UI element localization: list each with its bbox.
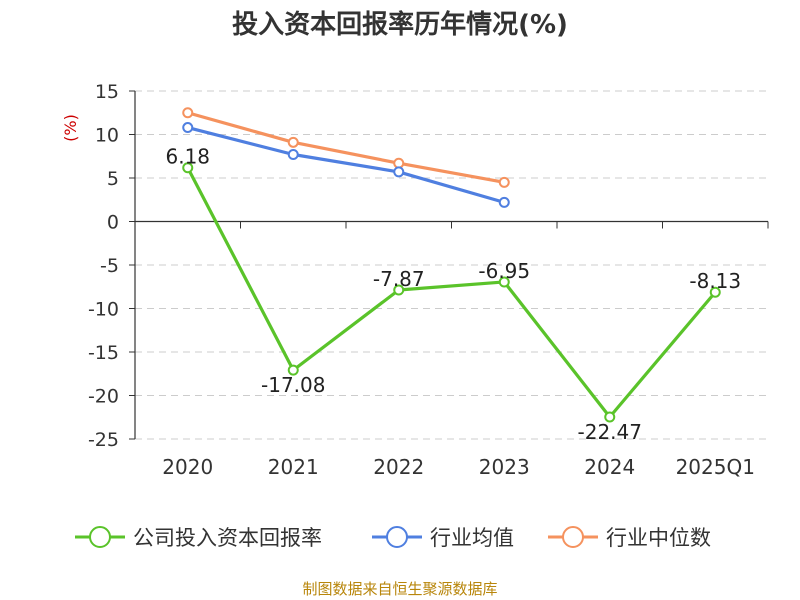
- y-axis-label: (%): [61, 114, 80, 142]
- data-point: [182, 122, 194, 134]
- data-point: [393, 166, 405, 178]
- legend-marker: [562, 526, 584, 548]
- data-label: 6.18: [165, 145, 210, 169]
- data-point: [287, 364, 299, 376]
- data-point: [182, 107, 194, 119]
- legend-marker: [89, 526, 111, 548]
- x-tick-label: 2021: [268, 455, 319, 479]
- y-tick-label: -15: [88, 342, 119, 364]
- data-point: [709, 286, 721, 298]
- data-point: [182, 162, 194, 174]
- data-point: [604, 411, 616, 423]
- data-point: [393, 284, 405, 296]
- data-label: -6.95: [478, 259, 530, 283]
- data-point: [393, 157, 405, 169]
- legend-label: 行业均值: [430, 526, 514, 550]
- data-label: -22.47: [578, 420, 642, 444]
- data-point: [498, 276, 510, 288]
- data-label: -7.87: [373, 267, 425, 291]
- legend-label: 行业中位数: [606, 526, 711, 550]
- y-tick-label: 15: [95, 81, 119, 103]
- series-line-1: [187, 125, 505, 204]
- series-line-2: [187, 111, 505, 184]
- data-point: [498, 176, 510, 188]
- data-point: [287, 136, 299, 148]
- data-point: [287, 149, 299, 161]
- series-line-0: [186, 166, 717, 419]
- y-tick-label: -25: [88, 429, 119, 451]
- x-tick-label: 2022: [373, 455, 424, 479]
- x-tick-label: 2024: [584, 455, 635, 479]
- legend-marker: [386, 526, 408, 548]
- y-tick-label: 10: [95, 125, 119, 147]
- data-point: [498, 196, 510, 208]
- x-tick-label: 2025Q1: [676, 455, 755, 479]
- y-tick-label: 0: [107, 212, 119, 234]
- y-tick-label: -5: [100, 255, 119, 277]
- source-note: 制图数据来自恒生聚源数据库: [302, 580, 498, 598]
- legend-label: 公司投入资本回报率: [133, 526, 322, 550]
- data-label: -17.08: [261, 373, 325, 397]
- y-tick-label: 5: [107, 168, 119, 190]
- y-tick-label: -20: [88, 386, 119, 408]
- x-tick-label: 2020: [162, 455, 213, 479]
- chart-title: 投入资本回报率历年情况(%): [232, 10, 568, 40]
- x-tick-label: 2023: [479, 455, 530, 479]
- y-tick-label: -10: [88, 299, 119, 321]
- data-label: -8.13: [689, 269, 741, 293]
